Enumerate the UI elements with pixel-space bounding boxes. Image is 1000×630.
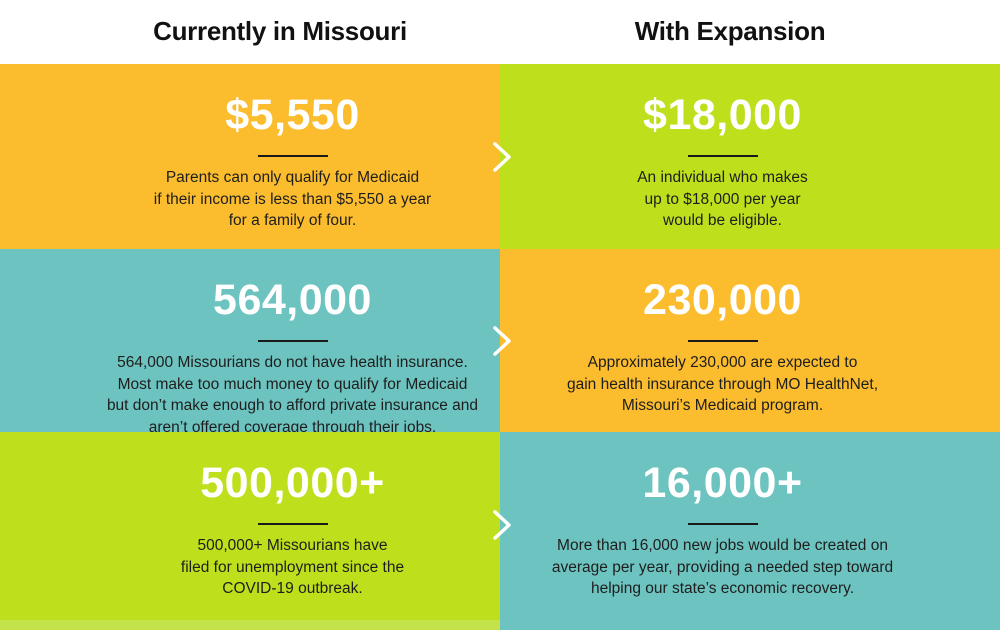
expansion-income-cell: $18,000 An individual who makes up to $1… <box>500 64 1000 249</box>
divider <box>257 155 328 157</box>
current-unemployment-stat: 500,000+ <box>200 459 385 507</box>
expansion-jobs-text: More than 16,000 new jobs would be creat… <box>551 537 894 597</box>
expansion-insured-cell: 230,000 Approximately 230,000 are expect… <box>500 249 1000 432</box>
expansion-insured-text: Approximately 230,000 are expected to ga… <box>566 354 879 414</box>
divider <box>257 340 328 342</box>
divider <box>687 155 758 157</box>
current-uninsured-stat: 564,000 <box>213 276 372 324</box>
current-column-title: Currently in Missouri <box>153 16 407 46</box>
current-unemployment-text: 500,000+ Missourians have filed for unem… <box>180 537 405 597</box>
expansion-income-text: An individual who makes up to $18,000 pe… <box>637 169 808 229</box>
current-uninsured-cell: 564,000 564,000 Missourians do not have … <box>0 249 500 436</box>
header: Currently in Missouri With Expansion <box>0 0 1000 64</box>
expansion-income-stat: $18,000 <box>643 91 802 139</box>
current-income-text: Parents can only qualify for Medicaid if… <box>153 169 432 229</box>
expansion-insured-stat: 230,000 <box>643 276 802 324</box>
divider <box>687 340 758 342</box>
bottom-strip <box>0 620 500 630</box>
chevron-right-icon <box>490 140 514 174</box>
divider <box>687 523 758 525</box>
current-uninsured-text: 564,000 Missourians do not have health i… <box>106 354 479 436</box>
expansion-jobs-stat: 16,000+ <box>642 459 803 507</box>
current-income-cell: $5,550 Parents can only qualify for Medi… <box>0 64 500 249</box>
current-unemployment-cell: 500,000+ 500,000+ Missourians have filed… <box>0 432 500 630</box>
current-income-stat: $5,550 <box>225 91 360 139</box>
chevron-right-icon <box>490 324 514 358</box>
expansion-column-title: With Expansion <box>634 16 826 46</box>
chevron-right-icon <box>490 508 514 542</box>
expansion-jobs-cell: 16,000+ More than 16,000 new jobs would … <box>500 432 1000 630</box>
divider <box>257 523 328 525</box>
